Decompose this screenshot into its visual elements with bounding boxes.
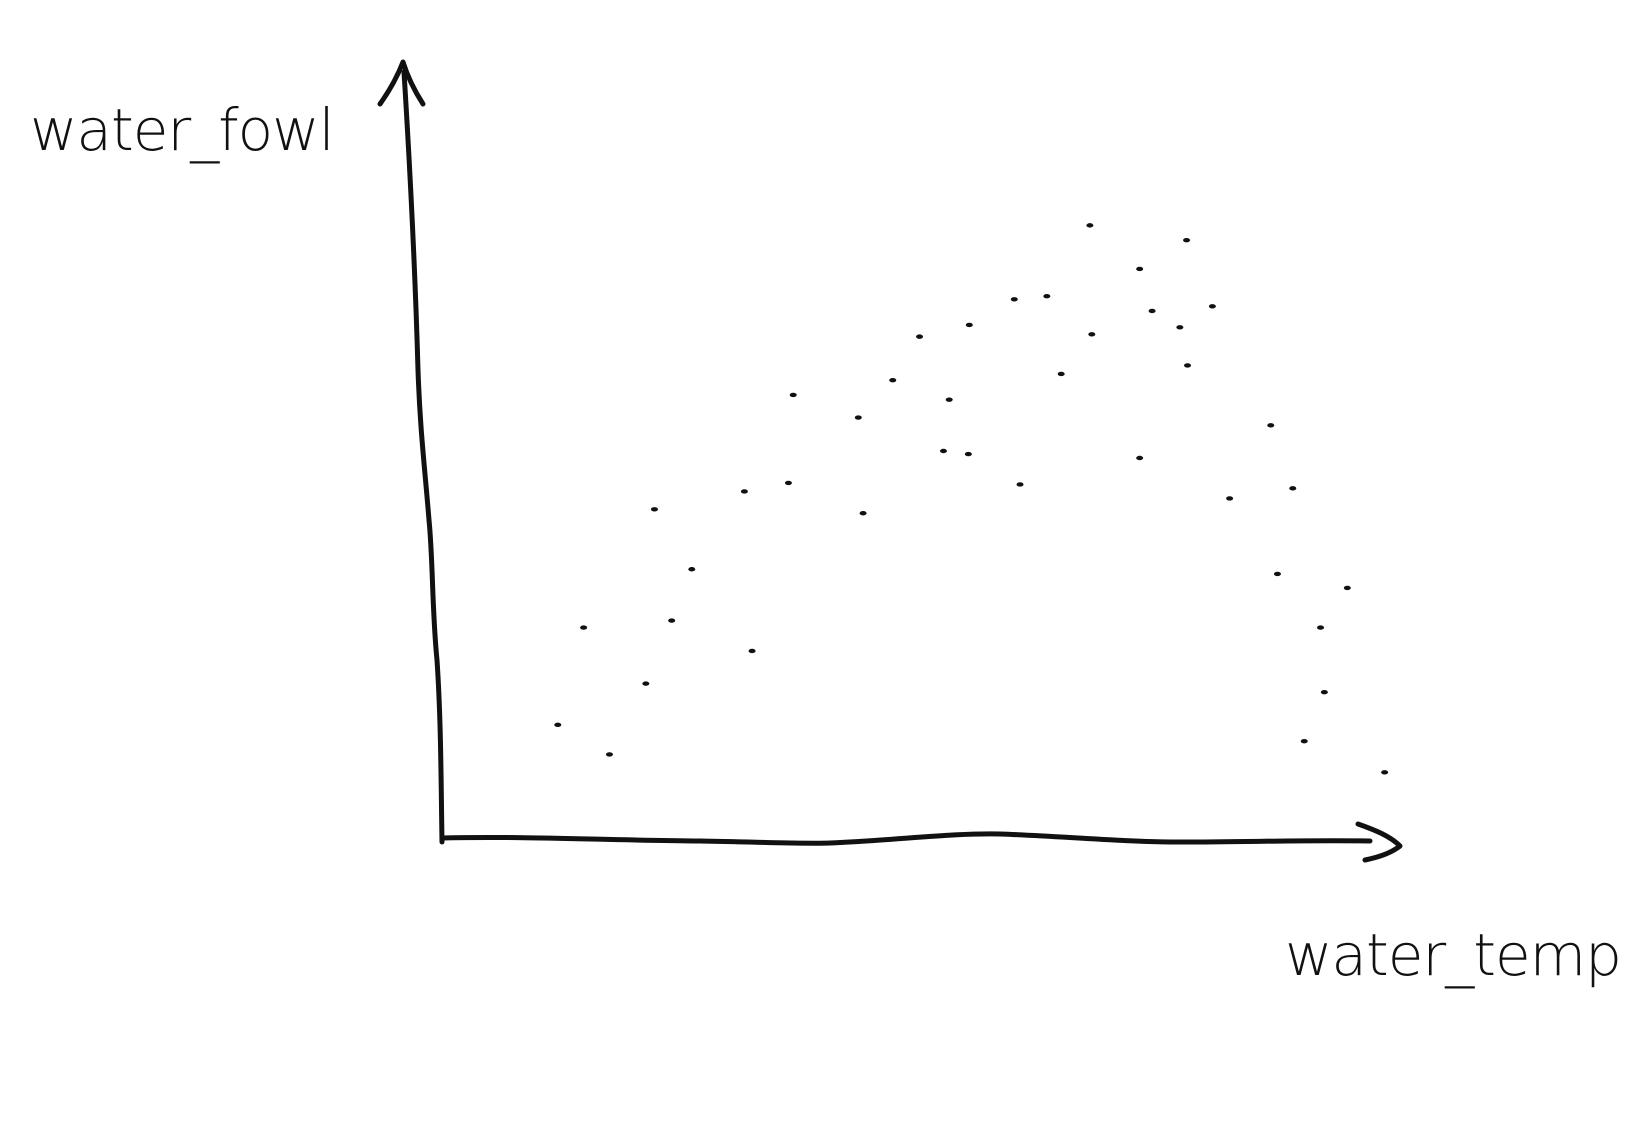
point xyxy=(1148,308,1156,314)
point xyxy=(668,618,676,623)
x-axis xyxy=(439,831,1373,846)
point xyxy=(1267,423,1275,428)
point xyxy=(1183,237,1191,243)
point xyxy=(605,752,613,757)
point xyxy=(1317,625,1325,630)
point xyxy=(889,378,897,383)
x-axis-arrow xyxy=(1355,821,1403,863)
point xyxy=(1343,585,1351,591)
point xyxy=(965,322,973,328)
point xyxy=(859,511,867,516)
point xyxy=(580,625,588,630)
y-axis-label: water_fowl xyxy=(30,96,334,164)
point xyxy=(964,451,972,457)
point xyxy=(642,681,650,686)
point xyxy=(554,722,562,728)
point xyxy=(1273,571,1281,577)
point xyxy=(1300,738,1308,744)
point xyxy=(1381,770,1389,775)
x-axis-label: water_temp xyxy=(1285,921,1621,989)
point xyxy=(1208,304,1216,309)
point xyxy=(1010,297,1018,302)
point xyxy=(1320,689,1328,695)
point xyxy=(740,489,748,494)
point xyxy=(1226,496,1234,501)
point xyxy=(945,397,953,402)
point xyxy=(1043,293,1051,299)
point xyxy=(1136,455,1144,461)
point xyxy=(1057,371,1065,377)
point xyxy=(688,567,696,572)
point xyxy=(748,648,756,654)
point xyxy=(1136,266,1144,272)
point xyxy=(1289,486,1297,491)
point xyxy=(1184,363,1192,368)
y-axis-arrow xyxy=(377,59,426,107)
point xyxy=(1088,332,1096,337)
point xyxy=(789,392,797,398)
y-axis xyxy=(401,69,445,845)
point xyxy=(916,334,924,339)
point xyxy=(854,415,862,420)
point xyxy=(1016,482,1024,487)
point xyxy=(784,480,792,486)
point xyxy=(1086,223,1094,228)
points xyxy=(554,223,1389,775)
point xyxy=(650,507,658,512)
point xyxy=(1176,325,1184,330)
point xyxy=(939,448,947,454)
